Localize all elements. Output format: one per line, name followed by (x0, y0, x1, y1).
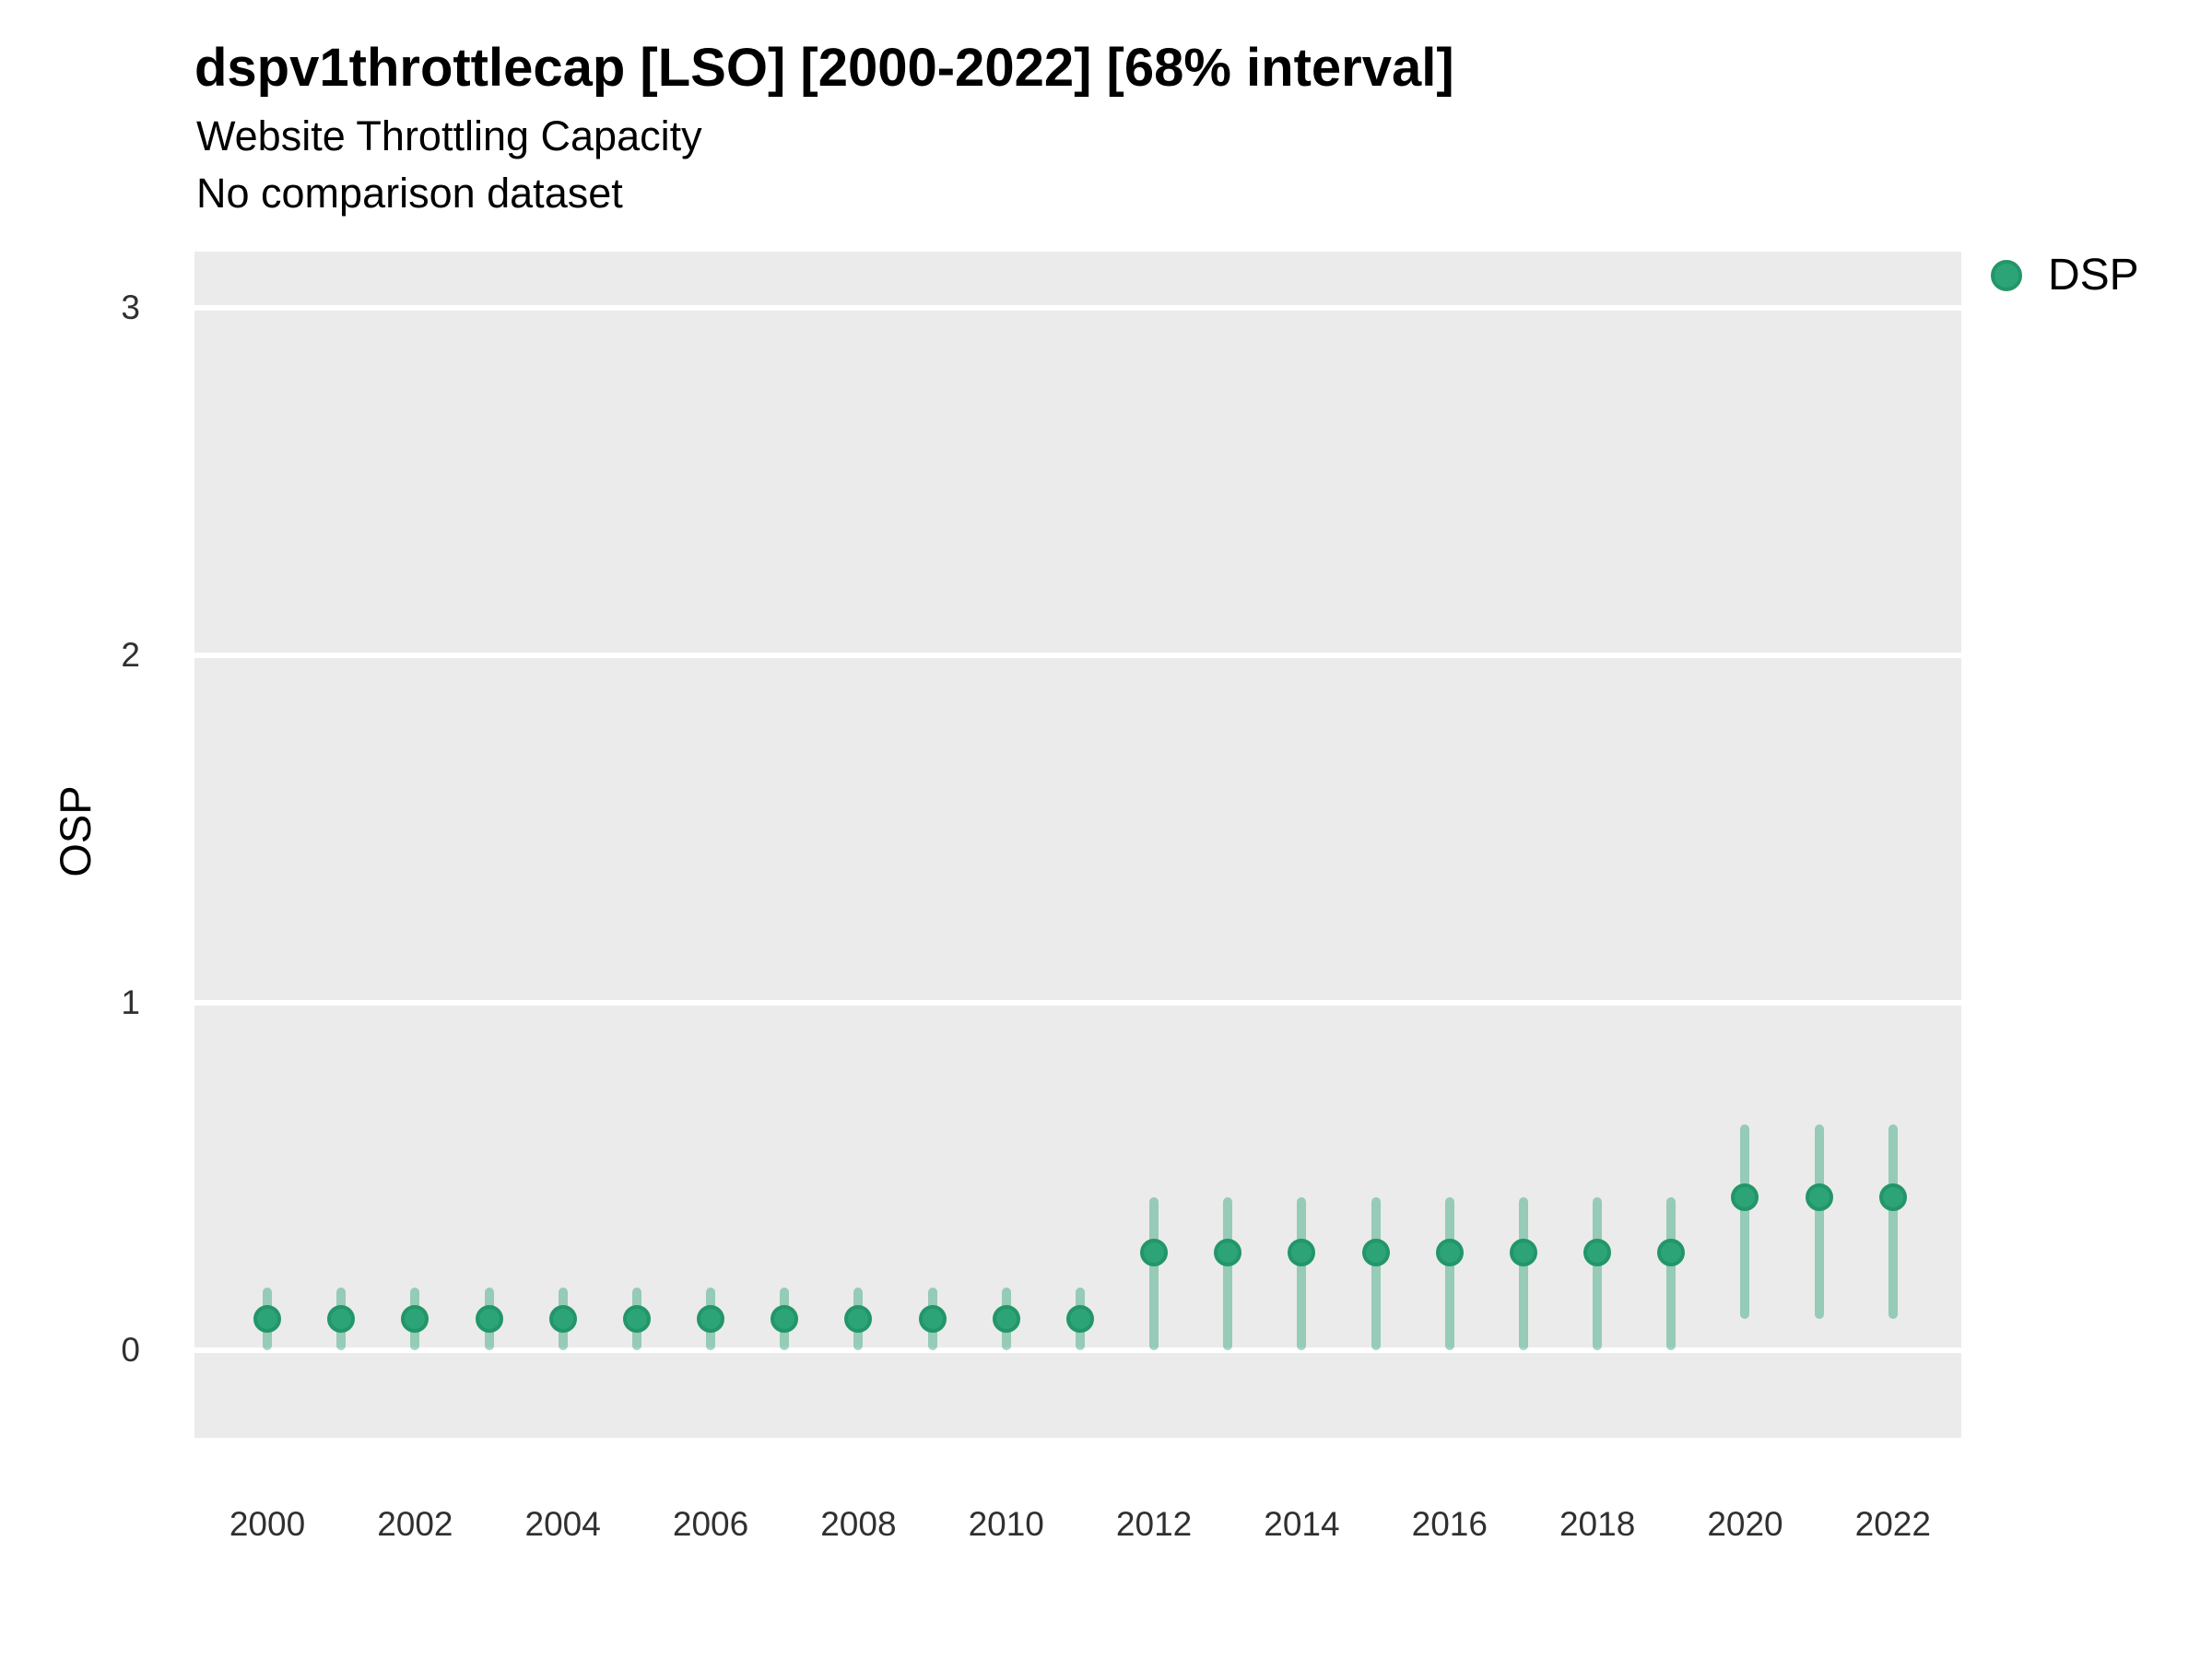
interval-bar (1444, 1197, 1454, 1350)
data-point (1657, 1239, 1686, 1267)
gridline-y-3 (194, 305, 1961, 311)
y-tick-label: 0 (121, 1331, 140, 1369)
x-tick-label: 2016 (1411, 1505, 1488, 1543)
legend-key-circle-icon (1991, 260, 2022, 291)
x-tick-label: 2000 (229, 1505, 306, 1543)
x-tick-label: 2004 (524, 1505, 601, 1543)
x-tick-label: 2018 (1559, 1505, 1636, 1543)
data-point (1065, 1305, 1094, 1334)
data-point (992, 1305, 1020, 1334)
data-point (1731, 1183, 1759, 1212)
y-tick-label: 1 (121, 983, 140, 1021)
legend-label: DSP (2048, 251, 2139, 300)
chart-comparison-note: No comparison dataset (196, 170, 623, 217)
data-point (622, 1305, 651, 1334)
y-tick-label: 3 (121, 288, 140, 326)
data-point (1509, 1239, 1537, 1267)
data-point (548, 1305, 577, 1334)
x-tick-label: 2006 (672, 1505, 749, 1543)
gridline-y-0 (194, 1347, 1961, 1353)
interval-bar (1740, 1124, 1750, 1320)
interval-bar (1593, 1197, 1603, 1350)
data-point (697, 1305, 725, 1334)
y-tick-label: 2 (121, 636, 140, 674)
data-point (401, 1305, 429, 1334)
plot-panel (194, 252, 1961, 1438)
legend: DSP (1991, 244, 2139, 307)
x-tick-label: 2020 (1707, 1505, 1783, 1543)
interval-bar (1149, 1197, 1159, 1350)
x-tick-label: 2010 (968, 1505, 1044, 1543)
data-point (771, 1305, 799, 1334)
interval-bar (1518, 1197, 1528, 1350)
data-point (1361, 1239, 1390, 1267)
data-point (1435, 1239, 1464, 1267)
interval-bar (1814, 1124, 1824, 1320)
data-point (1583, 1239, 1612, 1267)
gridline-y-2 (194, 653, 1961, 658)
x-tick-label: 2022 (1854, 1505, 1931, 1543)
data-point (1140, 1239, 1169, 1267)
x-tick-label: 2012 (1115, 1505, 1193, 1543)
data-point (1805, 1183, 1833, 1212)
chart-title: dspv1throttlecap [LSO] [2000-2022] [68% … (194, 38, 1454, 98)
data-point (253, 1305, 281, 1334)
interval-bar (1666, 1197, 1677, 1350)
data-point (918, 1305, 947, 1334)
interval-bar (1888, 1124, 1898, 1320)
gridline-y-1 (194, 1000, 1961, 1006)
y-axis-title: OSP (51, 785, 100, 877)
interval-bar (1223, 1197, 1233, 1350)
x-tick-label: 2002 (377, 1505, 453, 1543)
x-tick-label: 2014 (1264, 1505, 1340, 1543)
interval-bar (1297, 1197, 1307, 1350)
data-point (1214, 1239, 1242, 1267)
interval-bar (1371, 1197, 1381, 1350)
data-point (1288, 1239, 1316, 1267)
data-point (327, 1305, 356, 1334)
data-point (844, 1305, 873, 1334)
x-tick-label: 2008 (820, 1505, 897, 1543)
data-point (475, 1305, 503, 1334)
data-point (1878, 1183, 1907, 1212)
chart-subtitle: Website Throttling Capacity (196, 112, 702, 159)
